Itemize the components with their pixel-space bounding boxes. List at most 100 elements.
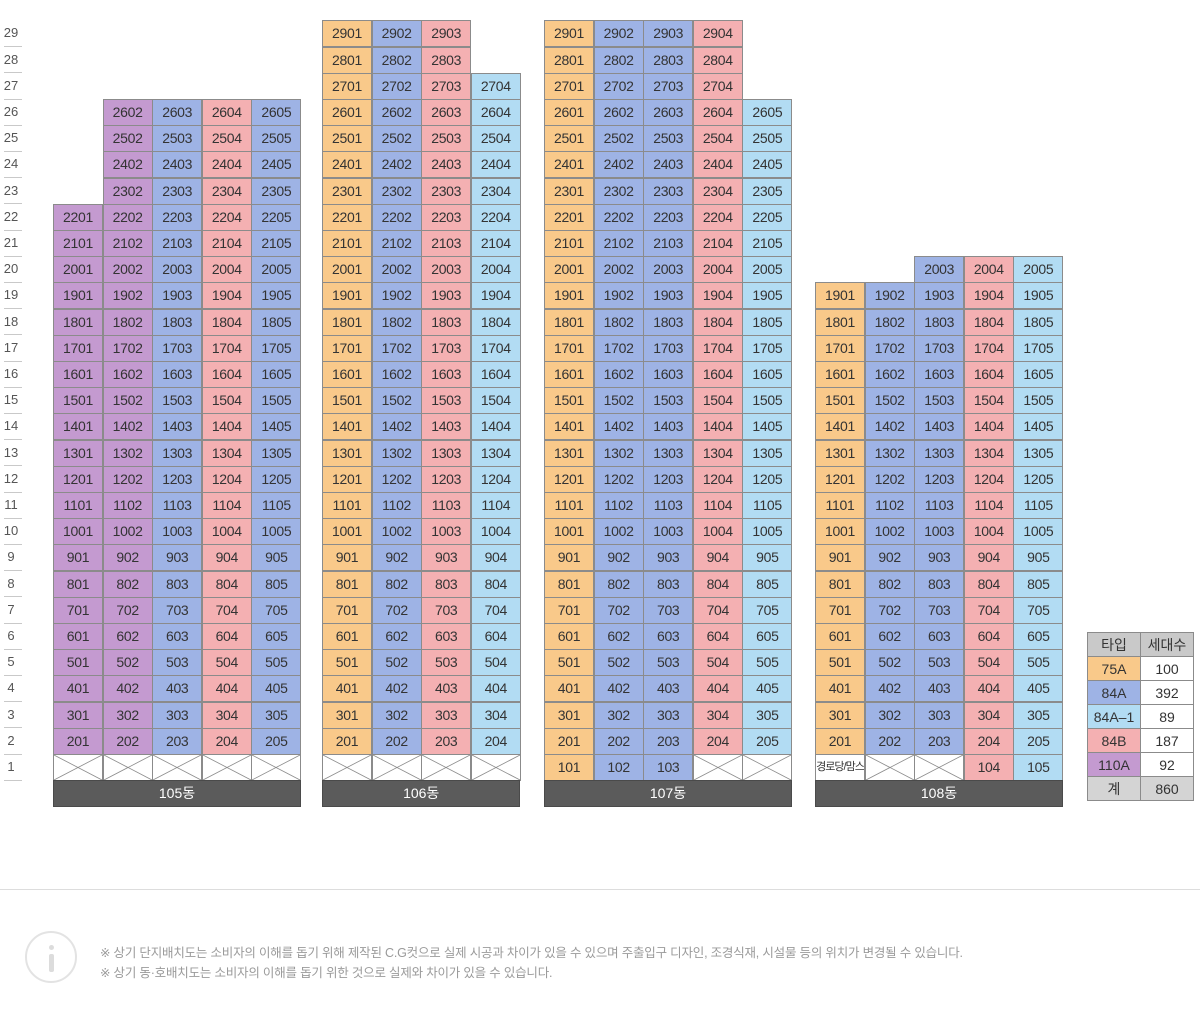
unit-cell[interactable]: 1505 [251,387,302,415]
unit-cell[interactable]: 1703 [914,334,965,362]
unit-cell[interactable]: 2901 [544,20,594,48]
unit-cell[interactable]: 1305 [1013,439,1064,467]
unit-cell[interactable]: 2501 [544,125,594,153]
unit-cell[interactable]: 202 [864,727,915,755]
unit-cell[interactable]: 702 [371,596,422,624]
unit-cell[interactable]: 305 [1013,701,1064,729]
unit-cell[interactable]: 703 [152,596,203,624]
unit-cell[interactable]: 401 [53,675,103,703]
unit-cell[interactable]: 1402 [102,413,153,441]
unit-cell[interactable]: 604 [963,623,1014,650]
unit-cell[interactable]: 505 [742,649,793,677]
unit-cell[interactable]: 1603 [152,361,203,388]
unit-cell[interactable]: 2305 [742,177,793,205]
unit-cell[interactable]: 1104 [201,492,252,519]
unit-cell[interactable]: 2203 [643,203,694,231]
unit-cell[interactable]: 1903 [421,282,472,310]
unit-cell[interactable]: 602 [864,623,915,650]
unit-cell[interactable]: 201 [322,727,372,755]
unit-cell[interactable]: 703 [421,596,472,624]
unit-cell[interactable]: 2403 [643,151,694,179]
unit-cell[interactable]: 802 [371,570,422,598]
unit-cell[interactable]: 502 [102,649,153,677]
unit-cell[interactable]: 1604 [963,361,1014,388]
unit-cell[interactable]: 1603 [643,361,694,388]
unit-cell[interactable]: 2002 [102,256,153,284]
unit-cell[interactable]: 1101 [544,492,594,519]
unit-cell[interactable]: 1102 [371,492,422,519]
unit-cell[interactable]: 204 [470,727,521,755]
unit-cell[interactable]: 1602 [371,361,422,388]
unit-cell[interactable]: 1905 [1013,282,1064,310]
unit-cell[interactable]: 303 [914,701,965,729]
unit-cell[interactable]: 2803 [421,46,472,74]
unit-cell[interactable]: 2104 [470,230,521,257]
unit-cell[interactable]: 1301 [544,439,594,467]
unit-cell[interactable]: 1603 [914,361,965,388]
unit-cell[interactable]: 2801 [322,46,372,74]
unit-cell[interactable]: 1405 [742,413,793,441]
unit-cell[interactable]: 602 [102,623,153,650]
unit-cell[interactable]: 801 [815,570,865,598]
unit-cell[interactable]: 205 [1013,727,1064,755]
unit-cell[interactable]: 1403 [643,413,694,441]
unit-cell[interactable]: 1504 [692,387,743,415]
unit-cell[interactable]: 403 [914,675,965,703]
unit-cell[interactable]: 303 [152,701,203,729]
unit-cell[interactable]: 1701 [53,334,103,362]
unit-cell[interactable]: 1503 [421,387,472,415]
unit-cell[interactable]: 1304 [470,439,521,467]
unit-cell[interactable]: 2802 [371,46,422,74]
unit-cell[interactable]: 2102 [593,230,644,257]
unit-cell[interactable]: 2004 [692,256,743,284]
unit-cell[interactable]: 1405 [251,413,302,441]
unit-cell[interactable]: 1505 [742,387,793,415]
unit-cell[interactable]: 2603 [643,99,694,126]
unit-cell[interactable]: 2702 [371,72,422,100]
unit-cell[interactable]: 504 [963,649,1014,677]
unit-cell[interactable]: 305 [742,701,793,729]
unit-cell[interactable]: 402 [864,675,915,703]
unit-cell[interactable]: 2004 [201,256,252,284]
unit-cell[interactable]: 603 [643,623,694,650]
unit-cell[interactable]: 405 [251,675,302,703]
unit-cell[interactable]: 2103 [643,230,694,257]
unit-cell[interactable]: 2402 [102,151,153,179]
unit-cell[interactable]: 2001 [322,256,372,284]
unit-cell[interactable]: 2401 [544,151,594,179]
unit-cell[interactable]: 1303 [914,439,965,467]
unit-cell[interactable]: 1904 [201,282,252,310]
unit-cell[interactable]: 702 [593,596,644,624]
unit-cell[interactable]: 1502 [371,387,422,415]
unit-cell[interactable]: 1705 [251,334,302,362]
unit-cell[interactable]: 705 [251,596,302,624]
unit-cell[interactable]: 402 [102,675,153,703]
unit-cell[interactable]: 1701 [322,334,372,362]
unit-cell[interactable]: 1204 [201,465,252,493]
unit-cell[interactable]: 802 [102,570,153,598]
unit-cell[interactable]: 404 [692,675,743,703]
unit-cell[interactable]: 1502 [102,387,153,415]
unit-cell[interactable]: 1101 [53,492,103,519]
unit-cell[interactable]: 1402 [593,413,644,441]
unit-cell[interactable]: 602 [593,623,644,650]
unit-cell[interactable]: 2503 [421,125,472,153]
unit-cell[interactable]: 2604 [470,99,521,126]
unit-cell[interactable]: 502 [864,649,915,677]
unit-cell[interactable]: 1004 [692,518,743,546]
unit-cell[interactable]: 2702 [593,72,644,100]
unit-cell[interactable]: 701 [544,596,594,624]
unit-cell[interactable]: 1504 [201,387,252,415]
unit-cell[interactable]: 2204 [692,203,743,231]
unit-cell[interactable]: 504 [201,649,252,677]
unit-cell[interactable]: 1803 [914,308,965,336]
unit-cell[interactable]: 401 [815,675,865,703]
unit-cell[interactable]: 2902 [371,20,422,48]
unit-cell[interactable]: 1003 [421,518,472,546]
unit-cell[interactable]: 2404 [692,151,743,179]
unit-cell[interactable]: 302 [371,701,422,729]
unit-cell[interactable]: 2103 [421,230,472,257]
unit-cell[interactable]: 302 [864,701,915,729]
unit-cell[interactable]: 2002 [593,256,644,284]
unit-cell[interactable]: 1905 [251,282,302,310]
